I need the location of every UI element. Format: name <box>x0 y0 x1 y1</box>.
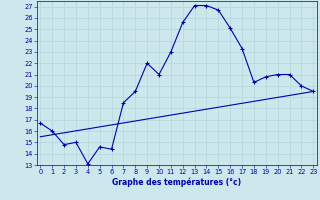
X-axis label: Graphe des températures (°c): Graphe des températures (°c) <box>112 178 241 187</box>
